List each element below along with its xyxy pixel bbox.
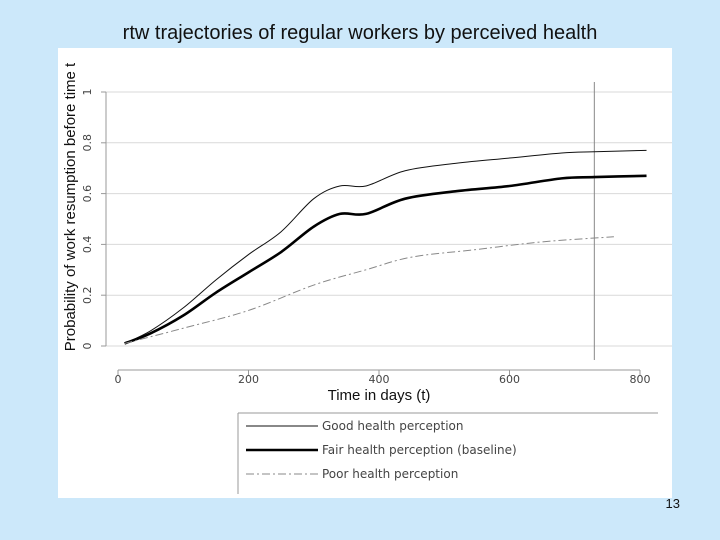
y-tick-label: 0.4 bbox=[81, 236, 94, 254]
line-chart: 0 0.2 0.4 0.6 0.8 1 0 200 400 600 800 Good health … bbox=[62, 50, 672, 494]
y-axis-label: Probability of work resumption before ti… bbox=[62, 62, 79, 351]
y-tick-label: 0.2 bbox=[81, 286, 94, 304]
legend-label-2: Poor health perception bbox=[322, 467, 458, 481]
x-tick-label: 0 bbox=[115, 373, 122, 386]
x-tick-label: 200 bbox=[238, 373, 259, 386]
series-line-2 bbox=[124, 236, 614, 344]
y-tick-label: 1 bbox=[81, 89, 94, 96]
x-tick-label: 600 bbox=[499, 373, 520, 386]
x-tick-label: 800 bbox=[630, 373, 651, 386]
series-line-0 bbox=[124, 149, 647, 344]
page-number: 13 bbox=[665, 496, 680, 511]
chart-figure: 0 0.2 0.4 0.6 0.8 1 0 200 400 600 800 Good health … bbox=[58, 48, 672, 498]
y-tick-label: 0.8 bbox=[81, 134, 94, 152]
x-axis-label: Time in days (t) bbox=[328, 387, 431, 404]
y-tick-label: 0 bbox=[81, 343, 94, 350]
x-tick-label: 400 bbox=[369, 373, 390, 386]
series-line-1 bbox=[124, 174, 647, 345]
legend-label-0: Good health perception bbox=[322, 419, 463, 433]
y-tick-label: 0.6 bbox=[81, 185, 94, 203]
slide-title: rtw trajectories of regular workers by p… bbox=[122, 22, 598, 44]
legend-label-1: Fair health perception (baseline) bbox=[322, 443, 517, 457]
